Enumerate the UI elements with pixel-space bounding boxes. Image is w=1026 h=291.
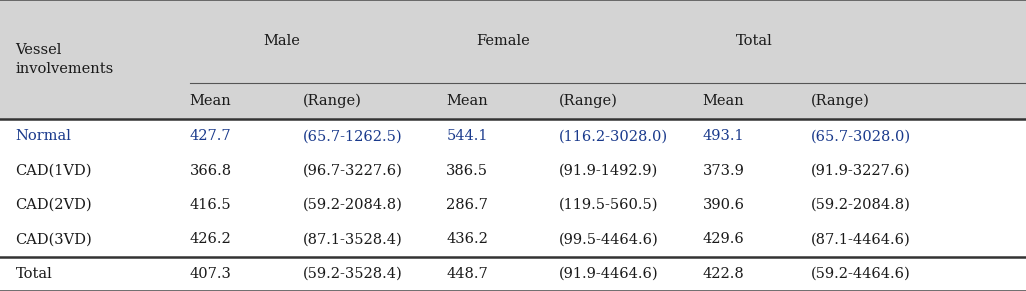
Text: 407.3: 407.3 bbox=[190, 267, 232, 281]
Text: (65.7-1262.5): (65.7-1262.5) bbox=[303, 129, 402, 143]
Text: Mean: Mean bbox=[446, 94, 488, 108]
Text: Mean: Mean bbox=[190, 94, 232, 108]
Text: 426.2: 426.2 bbox=[190, 233, 232, 246]
Text: 286.7: 286.7 bbox=[446, 198, 488, 212]
Text: 390.6: 390.6 bbox=[703, 198, 745, 212]
Text: 422.8: 422.8 bbox=[703, 267, 745, 281]
Bar bbox=[0, 119, 1026, 291]
Text: (Range): (Range) bbox=[811, 94, 869, 108]
Text: CAD(1VD): CAD(1VD) bbox=[15, 164, 92, 178]
Text: 427.7: 427.7 bbox=[190, 129, 232, 143]
Bar bbox=[0, 0, 1026, 119]
Text: 448.7: 448.7 bbox=[446, 267, 488, 281]
Text: CAD(3VD): CAD(3VD) bbox=[15, 233, 92, 246]
Text: (91.9-3227.6): (91.9-3227.6) bbox=[811, 164, 910, 178]
Text: 416.5: 416.5 bbox=[190, 198, 232, 212]
Text: (116.2-3028.0): (116.2-3028.0) bbox=[559, 129, 668, 143]
Text: (91.9-4464.6): (91.9-4464.6) bbox=[559, 267, 659, 281]
Text: (119.5-560.5): (119.5-560.5) bbox=[559, 198, 659, 212]
Text: Vessel
involvements: Vessel involvements bbox=[15, 43, 114, 76]
Text: 493.1: 493.1 bbox=[703, 129, 745, 143]
Text: Male: Male bbox=[264, 34, 301, 49]
Text: (87.1-3528.4): (87.1-3528.4) bbox=[303, 233, 402, 246]
Text: (59.2-2084.8): (59.2-2084.8) bbox=[811, 198, 910, 212]
Text: (99.5-4464.6): (99.5-4464.6) bbox=[559, 233, 659, 246]
Text: 436.2: 436.2 bbox=[446, 233, 488, 246]
Text: 544.1: 544.1 bbox=[446, 129, 487, 143]
Text: Mean: Mean bbox=[703, 94, 745, 108]
Text: CAD(2VD): CAD(2VD) bbox=[15, 198, 92, 212]
Text: 429.6: 429.6 bbox=[703, 233, 745, 246]
Text: Normal: Normal bbox=[15, 129, 71, 143]
Text: 373.9: 373.9 bbox=[703, 164, 745, 178]
Text: (65.7-3028.0): (65.7-3028.0) bbox=[811, 129, 911, 143]
Text: (Range): (Range) bbox=[559, 94, 618, 108]
Text: Total: Total bbox=[15, 267, 52, 281]
Text: (Range): (Range) bbox=[303, 94, 361, 108]
Text: (91.9-1492.9): (91.9-1492.9) bbox=[559, 164, 659, 178]
Text: Female: Female bbox=[476, 34, 529, 49]
Text: (59.2-2084.8): (59.2-2084.8) bbox=[303, 198, 402, 212]
Text: (59.2-4464.6): (59.2-4464.6) bbox=[811, 267, 910, 281]
Text: (59.2-3528.4): (59.2-3528.4) bbox=[303, 267, 402, 281]
Text: (87.1-4464.6): (87.1-4464.6) bbox=[811, 233, 910, 246]
Text: Total: Total bbox=[736, 34, 773, 49]
Text: 386.5: 386.5 bbox=[446, 164, 488, 178]
Text: 366.8: 366.8 bbox=[190, 164, 232, 178]
Text: (96.7-3227.6): (96.7-3227.6) bbox=[303, 164, 402, 178]
